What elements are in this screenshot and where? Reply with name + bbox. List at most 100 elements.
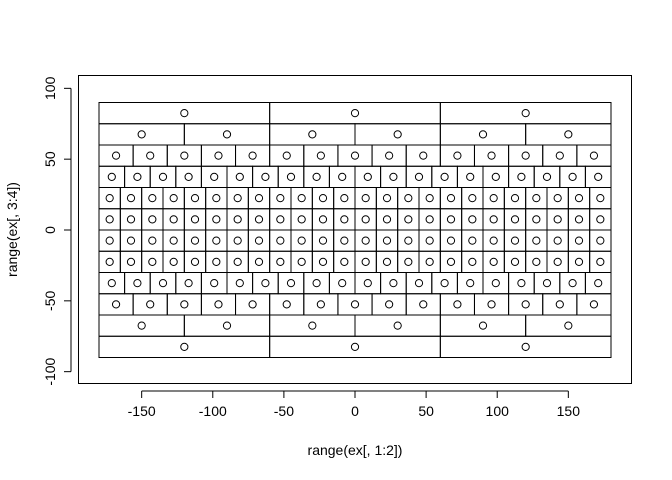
data-point <box>297 194 306 203</box>
data-point <box>318 236 328 245</box>
data-point <box>555 300 564 309</box>
data-point <box>510 257 520 266</box>
cell-rect <box>525 123 612 146</box>
data-point <box>158 279 168 288</box>
cell-rect <box>333 208 356 231</box>
data-point <box>542 279 552 288</box>
cell-rect <box>525 250 548 273</box>
cell-rect <box>277 272 305 295</box>
data-point <box>254 194 264 203</box>
data-point <box>318 215 328 224</box>
cell-rect <box>439 187 463 210</box>
cell-rect <box>589 208 612 231</box>
cell-rect <box>183 187 207 210</box>
cell-rect <box>584 165 612 188</box>
y-axis: -100 -50 0 50 100 <box>42 76 72 386</box>
cell-rect <box>589 229 612 252</box>
cell-rect <box>567 229 591 252</box>
cell-rect <box>567 250 591 273</box>
data-point <box>111 300 121 309</box>
data-point <box>553 236 562 245</box>
cell-rect <box>482 250 505 273</box>
data-point <box>235 279 244 288</box>
cell-rect <box>397 208 420 231</box>
data-point <box>210 172 219 181</box>
cell-rect <box>119 208 143 231</box>
cell-rect <box>576 144 612 167</box>
data-point <box>596 236 605 245</box>
cell-rect <box>375 250 399 273</box>
cell-rect <box>98 229 121 252</box>
cell-rect <box>461 208 484 231</box>
data-point <box>453 151 462 160</box>
cell-rect <box>124 165 151 188</box>
data-point <box>440 172 449 181</box>
data-point <box>148 194 157 203</box>
y-tick-label: 50 <box>42 151 58 167</box>
data-point <box>312 172 321 181</box>
cell-rect <box>439 314 527 337</box>
cell-rect <box>508 272 535 295</box>
cell-rect <box>183 314 271 337</box>
cell-rect <box>200 272 228 295</box>
cell-rect <box>337 144 373 167</box>
cell-rect <box>546 229 569 252</box>
cell-rect <box>439 335 612 358</box>
data-point <box>350 109 360 118</box>
cell-rect <box>141 250 164 273</box>
cell-rect <box>354 272 382 295</box>
cell-rect <box>277 165 305 188</box>
cell-rect <box>542 144 578 167</box>
y-tick-label: 100 <box>42 76 58 100</box>
cell-rect <box>269 229 292 252</box>
cell-rect <box>461 229 484 252</box>
data-point <box>446 194 456 203</box>
data-point <box>169 194 178 203</box>
cell-rect <box>226 229 249 252</box>
data-point <box>254 257 264 266</box>
data-point <box>233 194 242 203</box>
data-point <box>214 300 223 309</box>
data-point <box>385 300 394 309</box>
cell-rect <box>439 102 612 125</box>
data-point <box>361 236 370 245</box>
cell-rect <box>546 250 569 273</box>
data-point <box>261 279 270 288</box>
data-point <box>158 172 168 181</box>
cell-rect <box>503 229 527 252</box>
cell-rect <box>235 293 271 316</box>
data-point <box>594 279 603 288</box>
cell-rect <box>269 250 292 273</box>
data-point <box>146 151 155 160</box>
data-point <box>184 172 193 181</box>
cell-rect <box>311 187 335 210</box>
cell-rect <box>482 165 510 188</box>
data-point <box>404 257 413 266</box>
cell-rect <box>371 144 407 167</box>
cell-rect <box>303 272 330 295</box>
cell-rect <box>205 208 228 231</box>
data-point <box>521 300 530 309</box>
cell-rect <box>303 144 339 167</box>
cell-rect <box>546 208 569 231</box>
data-point <box>297 257 306 266</box>
data-point <box>350 300 360 309</box>
data-point <box>233 215 242 224</box>
cell-rect <box>290 187 313 210</box>
data-point <box>148 215 157 224</box>
data-point <box>361 215 370 224</box>
data-point <box>574 236 584 245</box>
cell-rect <box>456 272 484 295</box>
data-point <box>393 130 402 139</box>
data-point <box>297 215 306 224</box>
cell-rect <box>183 208 207 231</box>
cell-rect <box>269 314 356 337</box>
cell-rect <box>397 229 420 252</box>
cell-rect <box>124 272 151 295</box>
data-point <box>312 279 321 288</box>
cell-rect <box>183 229 207 252</box>
cell-rect <box>141 229 164 252</box>
data-point <box>148 236 157 245</box>
data-point <box>419 151 428 160</box>
